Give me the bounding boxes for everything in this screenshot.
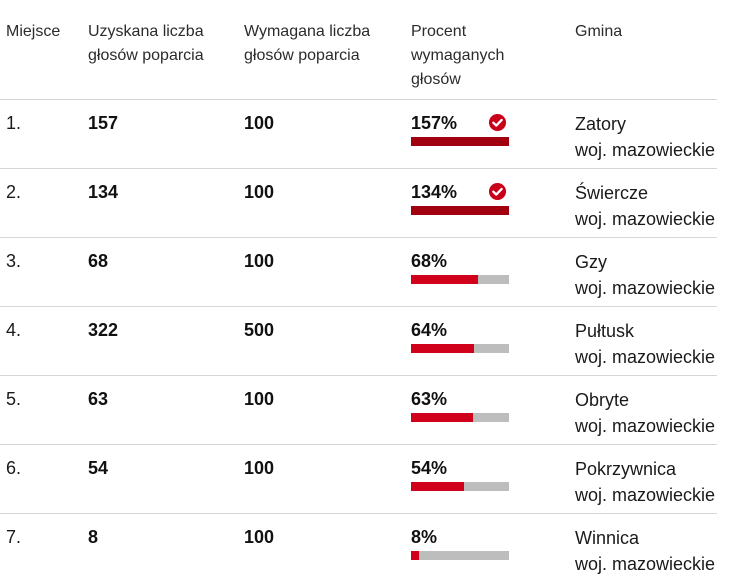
header-required-line-1: Wymagana liczba: [244, 23, 371, 40]
header-percent-line-3: głosów: [411, 71, 461, 88]
required-votes-cell: 100: [244, 389, 275, 409]
got-votes-cell: 322: [88, 320, 119, 340]
gmina-name: Zatory: [575, 114, 627, 134]
table-row: 2. 134 100 134% Świercze woj. mazowiecki…: [0, 169, 717, 238]
header-got-votes: Uzyskana liczba głosów poparcia: [88, 20, 204, 68]
got-votes-cell: 134: [88, 182, 119, 202]
percent-cell: 63%: [411, 388, 511, 422]
table-row: 3. 68 100 68% Gzy woj. mazowieckie: [0, 238, 717, 307]
table-row: 1. 157 100 157% Zatory woj. mazowieckie: [0, 100, 717, 169]
percent-value: 134%: [411, 182, 458, 202]
gmina-cell: Obryte woj. mazowieckie: [575, 387, 715, 439]
progress-bar-fill: [411, 551, 419, 560]
gmina-cell: Pokrzywnica woj. mazowieckie: [575, 456, 715, 508]
voivodeship-name: woj. mazowieckie: [575, 140, 716, 160]
header-place: Miejsce: [6, 20, 60, 44]
header-percent-line-1: Procent: [411, 23, 467, 40]
got-votes-cell: 8: [88, 527, 99, 547]
progress-bar-fill: [411, 137, 509, 146]
progress-bar-fill: [411, 275, 478, 284]
percent-value: 157%: [411, 113, 458, 133]
place-cell: 6.: [6, 458, 22, 478]
gmina-name: Pułtusk: [575, 321, 635, 341]
header-gmina: Gmina: [575, 20, 622, 44]
percent-value: 68%: [411, 251, 448, 271]
table-row: 4. 322 500 64% Pułtusk woj. mazowieckie: [0, 307, 717, 376]
percent-value: 63%: [411, 389, 448, 409]
progress-bar: [411, 344, 509, 353]
voivodeship-name: woj. mazowieckie: [575, 554, 716, 574]
required-votes-cell: 100: [244, 113, 275, 133]
progress-bar-fill: [411, 206, 509, 215]
table-header: Miejsce Uzyskana liczba głosów poparcia …: [0, 0, 717, 100]
header-percent: Procent wymaganych głosów: [411, 20, 504, 92]
gmina-name: Obryte: [575, 390, 630, 410]
header-gmina-label: Gmina: [575, 23, 623, 40]
place-cell: 5.: [6, 389, 22, 409]
progress-bar: [411, 275, 509, 284]
gmina-cell: Gzy woj. mazowieckie: [575, 249, 715, 301]
percent-cell: 54%: [411, 457, 511, 491]
header-required-line-2: głosów poparcia: [244, 47, 360, 64]
progress-bar-fill: [411, 482, 464, 491]
progress-bar: [411, 206, 509, 215]
progress-bar: [411, 482, 509, 491]
place-cell: 2.: [6, 182, 22, 202]
progress-bar-fill: [411, 413, 473, 422]
gmina-cell: Pułtusk woj. mazowieckie: [575, 318, 715, 370]
header-got-line-2: głosów poparcia: [88, 47, 204, 64]
place-cell: 7.: [6, 527, 22, 547]
gmina-name: Świercze: [575, 183, 649, 203]
place-cell: 3.: [6, 251, 22, 271]
progress-bar-fill: [411, 344, 474, 353]
percent-cell: 8%: [411, 526, 511, 560]
required-votes-cell: 100: [244, 527, 275, 547]
voivodeship-name: woj. mazowieckie: [575, 278, 716, 298]
header-got-line-1: Uzyskana liczba: [88, 23, 204, 40]
percent-cell: 68%: [411, 250, 511, 284]
voivodeship-name: woj. mazowieckie: [575, 347, 716, 367]
gmina-cell: Zatory woj. mazowieckie: [575, 111, 715, 163]
required-votes-cell: 100: [244, 251, 275, 271]
place-cell: 4.: [6, 320, 22, 340]
table-body: 1. 157 100 157% Zatory woj. mazowieckie …: [0, 100, 717, 582]
gmina-name: Winnica: [575, 528, 640, 548]
got-votes-cell: 63: [88, 389, 109, 409]
progress-bar: [411, 551, 509, 560]
gmina-name: Gzy: [575, 252, 608, 272]
required-votes-cell: 100: [244, 182, 275, 202]
voivodeship-name: woj. mazowieckie: [575, 209, 716, 229]
gmina-name: Pokrzywnica: [575, 459, 677, 479]
percent-value: 64%: [411, 320, 448, 340]
table-row: 5. 63 100 63% Obryte woj. mazowieckie: [0, 376, 717, 445]
check-circle-icon: [488, 113, 507, 132]
percent-cell: 157%: [411, 112, 511, 146]
got-votes-cell: 68: [88, 251, 109, 271]
table-row: 6. 54 100 54% Pokrzywnica woj. mazowieck…: [0, 445, 717, 514]
percent-cell: 134%: [411, 181, 511, 215]
place-cell: 1.: [6, 113, 22, 133]
percent-value: 54%: [411, 458, 448, 478]
header-percent-line-2: wymaganych: [411, 47, 505, 64]
gmina-cell: Winnica woj. mazowieckie: [575, 525, 715, 577]
got-votes-cell: 157: [88, 113, 119, 133]
gmina-cell: Świercze woj. mazowieckie: [575, 180, 715, 232]
voivodeship-name: woj. mazowieckie: [575, 416, 716, 436]
got-votes-cell: 54: [88, 458, 109, 478]
percent-value: 8%: [411, 527, 438, 547]
table-row: 7. 8 100 8% Winnica woj. mazowieckie: [0, 514, 717, 582]
header-required-votes: Wymagana liczba głosów poparcia: [244, 20, 370, 68]
voivodeship-name: woj. mazowieckie: [575, 485, 716, 505]
check-circle-icon: [488, 182, 507, 201]
required-votes-cell: 500: [244, 320, 275, 340]
header-place-label: Miejsce: [6, 23, 61, 40]
percent-cell: 64%: [411, 319, 511, 353]
progress-bar: [411, 413, 509, 422]
required-votes-cell: 100: [244, 458, 275, 478]
progress-bar: [411, 137, 509, 146]
